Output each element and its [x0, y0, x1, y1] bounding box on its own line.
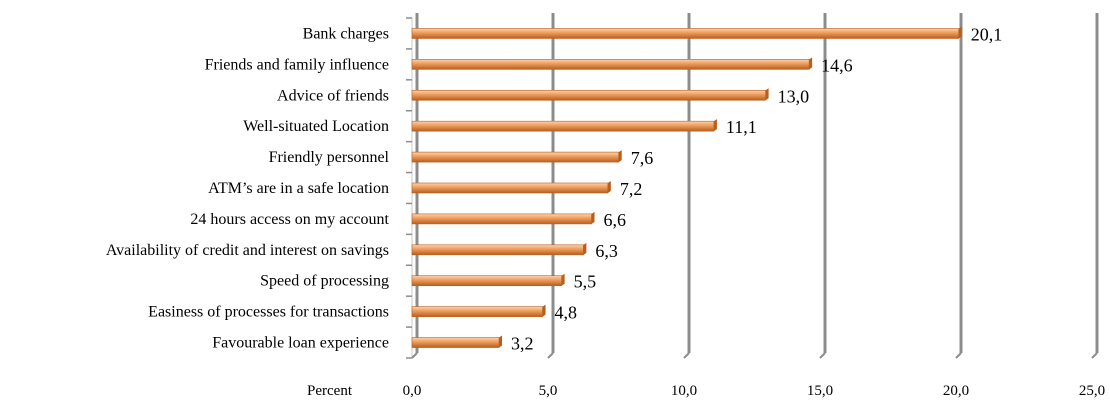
gridlines	[547, 13, 1099, 359]
data-label: 3,2	[511, 334, 534, 354]
x-tick-label: 15,0	[807, 383, 833, 399]
gridline	[955, 13, 963, 359]
data-label: 11,1	[726, 117, 757, 137]
bar	[411, 119, 717, 132]
gridline	[819, 13, 827, 359]
category-label: ATM’s are in a safe location	[208, 180, 389, 197]
category-label: Advice of friends	[277, 87, 389, 104]
data-label: 7,6	[631, 148, 654, 168]
bar	[411, 335, 503, 348]
bars	[411, 26, 962, 348]
category-label: Bank charges	[303, 25, 389, 42]
bar	[411, 242, 587, 256]
data-label: 5,5	[574, 272, 597, 292]
bar	[411, 150, 622, 163]
bar	[411, 88, 769, 101]
category-label: Availability of credit and interest on s…	[106, 242, 389, 259]
bar	[411, 26, 962, 39]
category-label: Friendly personnel	[269, 149, 390, 166]
bar	[411, 57, 813, 70]
bar	[411, 273, 565, 287]
x-tick-label: 25,0	[1079, 383, 1105, 399]
gridline	[1091, 13, 1099, 359]
x-tick-label: 5,0	[539, 383, 558, 399]
category-label: Well-situated Location	[243, 118, 389, 135]
bar	[411, 304, 546, 317]
data-label: 4,8	[555, 303, 578, 323]
x-tick-label: 20,0	[943, 383, 969, 399]
x-tick-label: 10,0	[671, 383, 697, 399]
data-label: 14,6	[821, 55, 853, 75]
x-axis-title: Percent	[307, 383, 353, 399]
bar	[411, 211, 595, 225]
data-label: 7,2	[620, 179, 643, 199]
x-tick-label: 0,0	[403, 383, 422, 399]
category-label: Speed of processing	[260, 273, 389, 290]
category-label: Friends and family influence	[205, 56, 389, 73]
gridline	[683, 13, 691, 359]
data-label: 20,1	[971, 24, 1003, 44]
category-label: 24 hours access on my account	[190, 211, 389, 228]
category-label: Easiness of processes for transactions	[148, 304, 389, 321]
labels: 0,0 5,0 10,0 15,0 20,0 25,0 Bank charges 20,1 Fr…	[106, 24, 1105, 399]
data-label: 6,3	[595, 241, 618, 261]
category-label: Favourable loan experience	[212, 335, 389, 352]
data-label: 6,6	[604, 210, 627, 230]
bar	[411, 181, 611, 194]
data-label: 13,0	[778, 86, 810, 106]
